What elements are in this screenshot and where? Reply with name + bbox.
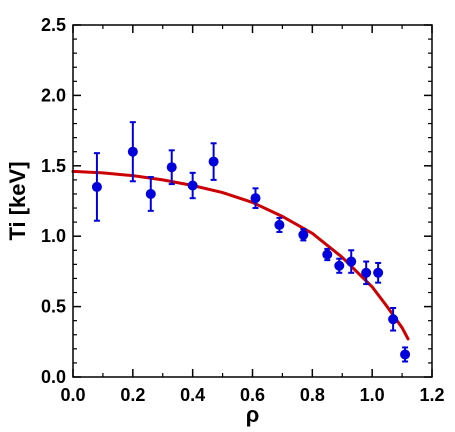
y-tick-label: 0.0 [41,367,66,387]
data-point [346,249,357,274]
data-marker [250,193,261,204]
data-point [322,247,333,262]
data-point [166,149,177,186]
data-point [334,257,345,274]
data-point [373,261,384,284]
x-tick-label: 0.0 [60,385,85,405]
data-marker [334,260,345,271]
data-marker [127,146,138,157]
data-marker [298,229,309,240]
fit-curve-layer [71,169,410,341]
y-tick-label: 1.0 [41,226,66,246]
x-axis-title: ρ [246,402,260,427]
data-marker [208,156,219,167]
data-point [274,216,285,233]
y-tick-label: 1.5 [41,156,66,176]
data-point [208,142,219,181]
data-point [388,307,399,332]
data-point [298,228,309,242]
data-marker [388,314,399,325]
data-point [127,121,138,183]
data-marker [91,181,102,192]
data-marker [187,180,198,191]
y-tick-label: 2.5 [41,15,66,35]
data-marker [166,162,177,173]
y-tick-label: 0.5 [41,297,66,317]
data-marker [361,267,372,278]
data-marker [322,249,333,260]
x-tick-label: 0.6 [240,385,265,405]
plot-frame [72,24,433,378]
x-tick-label: 0.4 [180,385,205,405]
data-point [250,187,261,210]
data-point [361,260,372,286]
y-tick-label: 2.0 [41,85,66,105]
data-marker [373,267,384,278]
fit-curve [71,169,410,341]
data-point [145,176,156,212]
data-marker [400,349,411,360]
data-point [400,346,411,363]
data-points-layer [91,121,411,363]
data-point [187,171,198,200]
data-marker [274,219,285,230]
x-tick-label: 0.2 [120,385,145,405]
tick-labels-layer: 0.0 0.2 0.4 0.6 0.8 1.0 1.2 0.0 0.5 1.0 1.5 2.0 2.5 [41,15,445,405]
data-marker [346,256,357,267]
y-axis-title: Ti [keV] [5,161,30,240]
x-tick-label: 1.2 [419,385,444,405]
x-tick-label: 1.0 [360,385,385,405]
data-point [91,152,102,222]
x-tick-label: 0.8 [300,385,325,405]
data-marker [145,188,156,199]
